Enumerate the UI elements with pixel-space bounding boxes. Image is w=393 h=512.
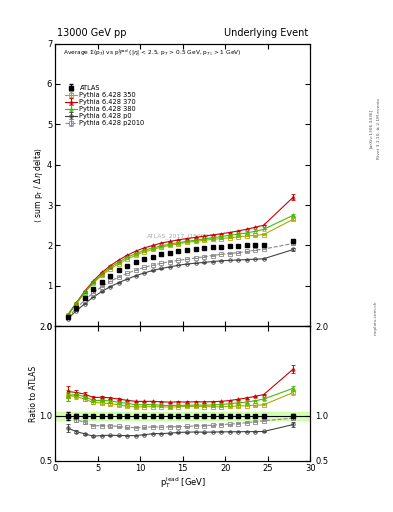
Text: Average $\Sigma$(p$_T$) vs p$_T^{\rm lead}$ (|$\eta$| < 2.5, p$_T$ > 0.5 GeV, p$: Average $\Sigma$(p$_T$) vs p$_T^{\rm lea… (63, 48, 241, 58)
Text: [arXiv:1306.3436]: [arXiv:1306.3436] (369, 109, 373, 147)
X-axis label: p$_{\rm T}^{\rm lead}$ [GeV]: p$_{\rm T}^{\rm lead}$ [GeV] (160, 475, 206, 490)
Bar (55, 412, 310, 419)
Text: Underlying Event: Underlying Event (224, 28, 309, 38)
Text: mcplots.cern.ch: mcplots.cern.ch (373, 300, 377, 335)
Y-axis label: Ratio to ATLAS: Ratio to ATLAS (29, 366, 38, 421)
Y-axis label: $\langle$ sum p$_{\rm T}$ / $\Delta\eta$ delta$\rangle$: $\langle$ sum p$_{\rm T}$ / $\Delta\eta$… (33, 147, 46, 223)
Legend: ATLAS, Pythia 6.428 350, Pythia 6.428 370, Pythia 6.428 380, Pythia 6.428 p0, Py: ATLAS, Pythia 6.428 350, Pythia 6.428 37… (63, 83, 146, 127)
Text: ATLAS_2017_I1509919: ATLAS_2017_I1509919 (147, 233, 218, 239)
Text: 13000 GeV pp: 13000 GeV pp (57, 28, 127, 38)
Text: Rivet 3.1.10, ≥ 2.1M events: Rivet 3.1.10, ≥ 2.1M events (377, 97, 381, 159)
